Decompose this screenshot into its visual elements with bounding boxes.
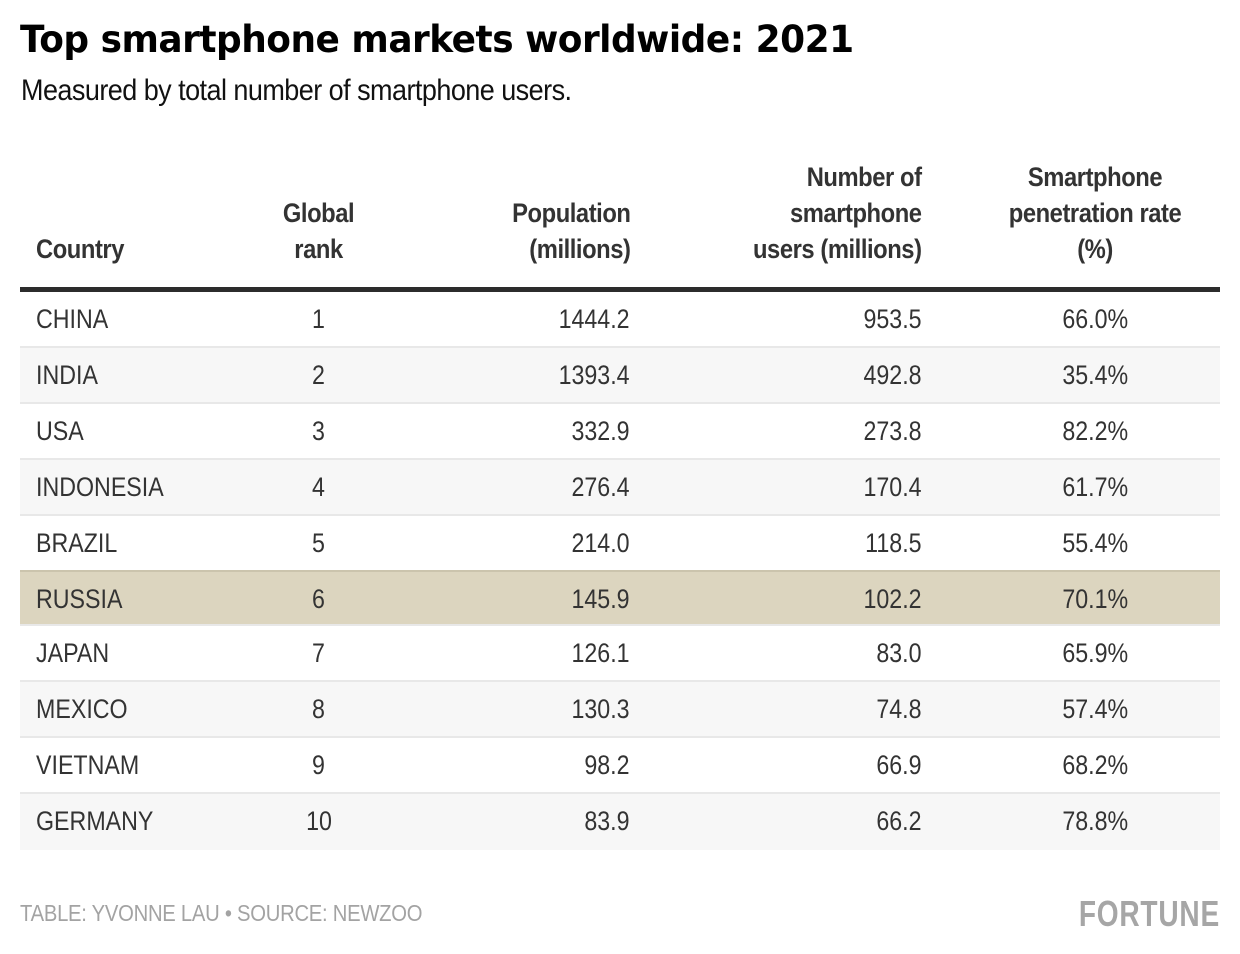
table-header: Country Global rank Population (millions) … (20, 160, 1220, 292)
column-header-line: Smartphone (1028, 162, 1163, 192)
cell-rank: 9 (312, 750, 326, 780)
column-header-line: penetration rate (1009, 198, 1182, 228)
column-header-line: Number of (807, 162, 922, 192)
column-header-line: Global (283, 198, 355, 228)
chart-subtitle: Measured by total number of smartphone u… (21, 74, 572, 107)
cell-country: BRAZIL (36, 528, 118, 558)
cell-users: 74.8 (876, 694, 922, 724)
column-header-line: rank (294, 234, 344, 264)
column-header-line: (millions) (528, 234, 631, 264)
chart-title: Top smartphone markets worldwide: 2021 (20, 18, 854, 61)
cell-rank: 7 (312, 638, 326, 668)
table-row: BRAZIL 5 214.0 118.5 55.4% (20, 516, 1220, 572)
cell-users: 492.8 (863, 360, 922, 390)
table-body: CHINA 1 1444.2 953.5 66.0% INDIA 2 1393.4 492.8 3… (20, 292, 1220, 850)
cell-rank: 1 (312, 304, 326, 334)
cell-rank: 3 (312, 416, 326, 446)
cell-country: MEXICO (36, 694, 128, 724)
cell-population: 145.9 (571, 584, 630, 614)
cell-country: CHINA (36, 304, 109, 334)
table-row: INDIA 2 1393.4 492.8 35.4% (20, 348, 1220, 404)
cell-country: VIETNAM (36, 750, 140, 780)
cell-rate: 78.8% (1062, 806, 1129, 836)
cell-rank: 5 (312, 528, 326, 558)
column-header-line: smartphone (790, 198, 922, 228)
cell-population: 332.9 (571, 416, 630, 446)
cell-rate: 70.1% (1062, 584, 1129, 614)
cell-rate: 66.0% (1062, 304, 1129, 334)
table-row: CHINA 1 1444.2 953.5 66.0% (20, 292, 1220, 348)
cell-rank: 8 (312, 694, 326, 724)
cell-rank: 2 (312, 360, 326, 390)
cell-population: 1393.4 (558, 360, 630, 390)
table-row: RUSSIA 6 145.9 102.2 70.1% (20, 570, 1220, 626)
cell-population: 214.0 (571, 528, 630, 558)
cell-country: INDIA (36, 360, 98, 390)
cell-country: INDONESIA (36, 472, 164, 502)
table-row: VIETNAM 9 98.2 66.9 68.2% (20, 738, 1220, 794)
source-credit: TABLE: YVONNE LAU • SOURCE: NEWZOO (20, 900, 423, 926)
cell-rate: 57.4% (1062, 694, 1129, 724)
table-row: USA 3 332.9 273.8 82.2% (20, 404, 1220, 460)
cell-rate: 68.2% (1062, 750, 1129, 780)
cell-rate: 55.4% (1062, 528, 1129, 558)
cell-users: 66.2 (876, 806, 922, 836)
cell-rate: 61.7% (1062, 472, 1129, 502)
cell-population: 276.4 (571, 472, 630, 502)
cell-users: 953.5 (863, 304, 922, 334)
cell-population: 1444.2 (558, 304, 630, 334)
column-header-line: Country (36, 234, 124, 264)
cell-population: 98.2 (584, 750, 630, 780)
cell-country: USA (36, 416, 84, 446)
cell-users: 83.0 (876, 638, 922, 668)
table-row: INDONESIA 4 276.4 170.4 61.7% (20, 460, 1220, 516)
column-header-rate: Smartphone penetration rate (%) (968, 159, 1223, 267)
cell-population: 126.1 (571, 638, 630, 668)
column-header-line: Population (511, 198, 631, 228)
cell-users: 170.4 (863, 472, 922, 502)
data-table: Country Global rank Population (millions) … (20, 160, 1220, 850)
column-header-population: Population (millions) (496, 195, 631, 267)
cell-rank: 6 (312, 584, 326, 614)
cell-country: GERMANY (36, 806, 154, 836)
cell-country: RUSSIA (36, 584, 123, 614)
cell-rate: 82.2% (1062, 416, 1129, 446)
column-header-country: Country (36, 231, 136, 267)
table-row: GERMANY 10 83.9 66.2 78.8% (20, 794, 1220, 850)
cell-users: 273.8 (863, 416, 922, 446)
table-row: MEXICO 8 130.3 74.8 57.4% (20, 682, 1220, 738)
cell-users: 118.5 (865, 528, 922, 558)
column-header-users: Number of smartphone users (millions) (730, 159, 922, 267)
table-row: JAPAN 7 126.1 83.0 65.9% (20, 626, 1220, 682)
cell-rate: 35.4% (1062, 360, 1129, 390)
cell-population: 130.3 (571, 694, 630, 724)
column-header-line: users (millions) (753, 234, 922, 264)
cell-rank: 10 (306, 806, 332, 836)
cell-rank: 4 (312, 472, 326, 502)
cell-population: 83.9 (584, 806, 630, 836)
cell-rate: 65.9% (1062, 638, 1129, 668)
column-header-rank: Global rank (259, 195, 379, 267)
fortune-logo: FORTUNE (1078, 893, 1220, 934)
cell-users: 66.9 (876, 750, 922, 780)
column-header-line: (%) (1077, 234, 1114, 264)
cell-users: 102.2 (863, 584, 922, 614)
cell-country: JAPAN (36, 638, 110, 668)
